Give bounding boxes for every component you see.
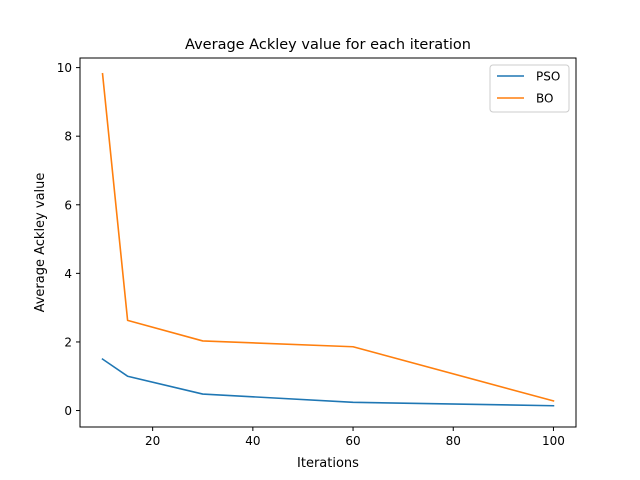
series-line-pso [101, 357, 555, 407]
x-axis-label: Iterations [297, 456, 359, 471]
y-tick-label: 8 [64, 130, 72, 144]
y-axis-label: Average Ackley value [33, 173, 48, 313]
legend: PSO BO [489, 64, 570, 113]
y-tick-label: 2 [64, 335, 72, 349]
y-axis-ticks: 0 2 4 6 8 10 [57, 61, 80, 418]
legend-items: PSO BO [497, 70, 560, 106]
x-tick-label: 100 [542, 434, 565, 448]
y-tick-label: 10 [57, 61, 72, 75]
legend-label-pso: PSO [536, 70, 560, 84]
series-layer [101, 72, 555, 407]
x-tick-label: 80 [446, 434, 461, 448]
series-line-bo [101, 72, 555, 402]
legend-label-bo: BO [536, 92, 553, 106]
y-tick-label: 0 [64, 404, 72, 418]
plot-frame [79, 57, 577, 428]
y-tick-label: 4 [64, 267, 72, 281]
plot-area [80, 58, 576, 427]
x-axis-ticks: 20 40 60 80 100 [145, 427, 565, 448]
x-tick-label: 60 [345, 434, 360, 448]
chart-title: Average Ackley value for each iteration [185, 37, 471, 53]
x-tick-label: 20 [145, 434, 160, 448]
x-tick-label: 40 [245, 434, 260, 448]
y-tick-label: 6 [64, 198, 72, 212]
